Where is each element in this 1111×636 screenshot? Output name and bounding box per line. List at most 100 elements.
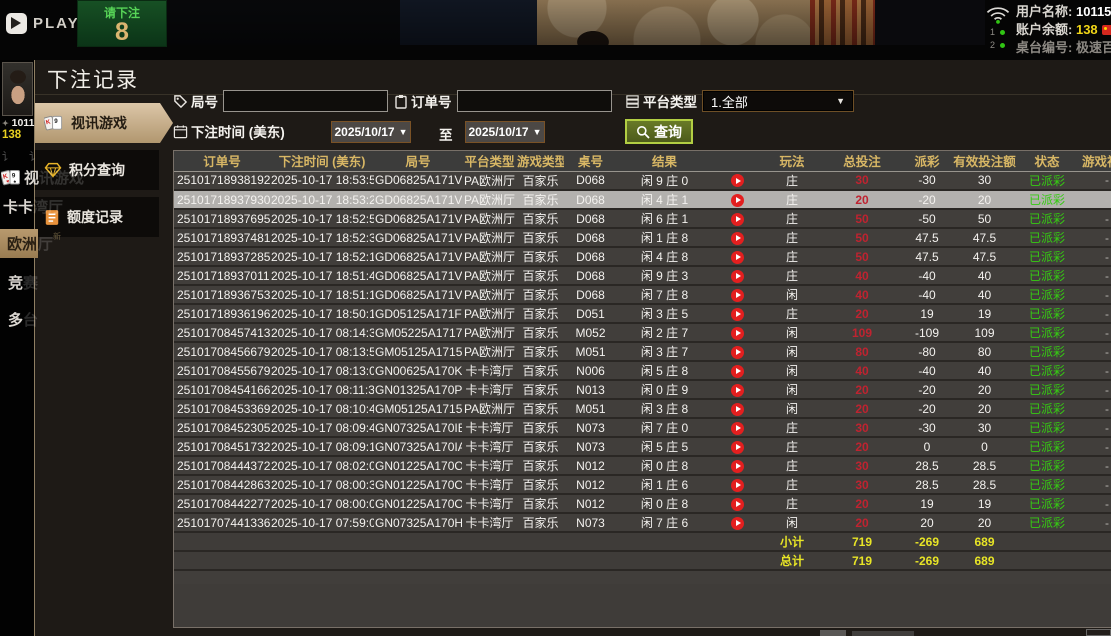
table-cell: -50 [902,209,952,229]
table-cell: 庄 [762,456,822,476]
empty-cell [374,570,462,584]
play-icon[interactable] [730,383,744,397]
empty-cell [617,570,712,584]
table-row[interactable]: 251017084556799 2025-10-17 08:13:04 GN0062… [174,361,1111,381]
table-row[interactable]: 251017084443720 2025-10-17 08:02:09 GN0122… [174,456,1111,476]
play-icon[interactable] [730,497,744,511]
play-icon[interactable] [730,307,744,321]
table-row[interactable]: 251017084541665 2025-10-17 08:11:32 GN0132… [174,380,1111,400]
payout-cell: 20 [822,513,902,533]
status-cell: 已派彩 [1017,209,1077,229]
video-play-cell [712,342,762,362]
green-dot-icon [1000,29,1006,35]
bet-timer-panel: 请下注 8 [77,0,167,47]
table-cell: 卡卡湾厅 [462,475,517,495]
table-row[interactable]: 251017084422770 2025-10-17 08:00:04 GN0122… [174,494,1111,514]
table-row[interactable]: 251017189374813 2025-10-17 18:52:34 GD0682… [174,228,1111,248]
table-row[interactable]: 251017084517326 2025-10-17 08:09:10 GN0732… [174,437,1111,457]
table-cell: 百家乐 [517,228,564,248]
table-cell: 卡卡湾厅 [462,361,517,381]
balance-label: 账户余额: [1016,22,1073,37]
play-icon[interactable] [730,250,744,264]
table-row[interactable]: 251017189367530 2025-10-17 18:51:15 GD0682… [174,285,1111,305]
table-cell: -30 [902,171,952,191]
play-icon[interactable] [730,326,744,340]
table-row[interactable]: 251017189381922 2025-10-17 18:53:55 GD0682… [174,171,1111,191]
play-icon[interactable] [730,231,744,245]
payout-cell: 50 [822,228,902,248]
play-icon[interactable] [730,174,744,188]
table-row[interactable]: 251017074413365 2025-10-17 07:59:06 GN0732… [174,513,1111,533]
wifi-icon [986,7,1010,24]
table-row[interactable]: 251017084523055 2025-10-17 08:09:41 GN0732… [174,418,1111,438]
play-icon[interactable] [730,516,744,530]
play-icon[interactable] [730,478,744,492]
table-row[interactable]: 251017189379302 2025-10-17 18:53:23 GD0682… [174,190,1111,210]
table-cell: 20 [952,190,1017,210]
table-row[interactable]: 251017189361962 2025-10-17 18:50:10 GD0512… [174,304,1111,324]
platform-type-value: 1.全部 [711,94,748,110]
video-play-cell [712,513,762,533]
table-row[interactable]: 251017084566792 2025-10-17 08:13:59 GM0512… [174,342,1111,362]
table-row[interactable]: 251017084574137 2025-10-17 08:14:39 GM0522… [174,323,1111,343]
table-row[interactable]: 251017189376959 2025-10-17 18:52:58 GD0682… [174,209,1111,229]
play-icon[interactable] [730,193,744,207]
play-icon[interactable] [730,212,744,226]
signal-number: 1 [990,27,996,37]
table-cell: 百家乐 [517,494,564,514]
tab-video-games[interactable]: K 9 视讯游戏 [35,103,173,143]
table-cell: GN01225A170OT [374,456,462,476]
date-from-select[interactable]: 2025/10/17 ▼ [331,121,411,143]
tab-credit-records[interactable]: 额度记录 [35,197,159,237]
play-icon[interactable] [730,288,744,302]
table-cell: 百家乐 [517,304,564,324]
pagination-fragment[interactable] [820,630,846,636]
table-cell: D068 [564,171,617,191]
round-number-input[interactable] [223,90,388,112]
totals-payout: -269 [902,532,952,552]
tab-points-inquiry[interactable]: 积分查询 [35,150,159,190]
table-cell: N013 [564,380,617,400]
totals-row: 总计 719 -269 689 [174,551,1111,571]
table-cell: 30 [952,171,1017,191]
play-icon[interactable] [730,459,744,473]
play-icon[interactable] [730,269,744,283]
table-cell: M051 [564,399,617,419]
empty-cell [374,532,462,552]
search-button[interactable]: 查询 [625,119,693,144]
table-row[interactable]: 251017084428637 2025-10-17 08:00:37 GN0122… [174,475,1111,495]
svg-text:K: K [45,118,52,126]
video-play-cell [712,285,762,305]
order-number-cell: 251017084428637 [174,475,270,495]
game-video-cell: - [1077,171,1111,191]
table-cell: GN07325A170IB [374,418,462,438]
payout-cell: 40 [822,361,902,381]
pagination-fragment[interactable] [1086,629,1111,636]
pagination-fragment[interactable] [852,631,914,636]
table-cell: GN01225A170OQ [374,475,462,495]
table-cell: 百家乐 [517,209,564,229]
chevron-down-icon: ▼ [398,127,408,137]
table-row[interactable]: 251017189370110 2025-10-17 18:51:41 GD0682… [174,266,1111,286]
table-cell: 40 [952,285,1017,305]
column-header: 平台类型 [462,151,517,172]
table-row[interactable]: 251017189372858 2025-10-17 18:52:10 GD0682… [174,247,1111,267]
table-cell: D051 [564,304,617,324]
platform-type-select[interactable]: 1.全部 ▼ [702,90,854,112]
play-icon[interactable] [730,364,744,378]
status-cell: 已派彩 [1017,304,1077,324]
round-number-label: 局号 [173,91,218,111]
table-row[interactable]: 251017084533693 2025-10-17 08:10:44 GM0512… [174,399,1111,419]
play-icon[interactable] [730,345,744,359]
svg-text:9: 9 [54,118,58,125]
play-icon[interactable] [730,402,744,416]
play-icon[interactable] [730,440,744,454]
payout-cell: 30 [822,475,902,495]
date-to-select[interactable]: 2025/10/17 ▼ [465,121,545,143]
game-video-cell: - [1077,342,1111,362]
empty-cell [902,570,952,584]
table-cell: PA欧洲厅 [462,171,517,191]
play-icon[interactable] [730,421,744,435]
table-cell: N012 [564,475,617,495]
order-number-input[interactable] [456,90,612,112]
